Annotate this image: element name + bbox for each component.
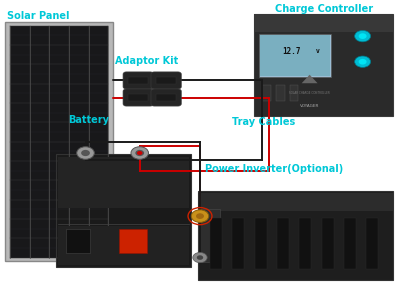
Text: Charge Controller: Charge Controller bbox=[274, 4, 373, 14]
Bar bbox=[56, 154, 191, 267]
Bar bbox=[254, 14, 393, 32]
Circle shape bbox=[193, 253, 207, 263]
Bar bbox=[128, 77, 148, 84]
Circle shape bbox=[191, 210, 209, 223]
FancyBboxPatch shape bbox=[151, 89, 181, 106]
Bar bbox=[255, 218, 266, 269]
Bar bbox=[198, 193, 393, 211]
Text: Tray Cables: Tray Cables bbox=[232, 117, 296, 127]
Circle shape bbox=[77, 147, 94, 159]
Bar bbox=[258, 34, 331, 77]
Circle shape bbox=[196, 213, 204, 219]
Text: Adaptor Kit: Adaptor Kit bbox=[114, 56, 178, 66]
Bar bbox=[136, 150, 144, 156]
Bar bbox=[232, 218, 244, 269]
Bar bbox=[366, 218, 378, 269]
Bar bbox=[58, 226, 189, 265]
Bar bbox=[10, 25, 108, 258]
Circle shape bbox=[197, 255, 203, 260]
Bar bbox=[299, 218, 311, 269]
Bar bbox=[66, 229, 90, 253]
Bar bbox=[210, 218, 222, 269]
Circle shape bbox=[135, 150, 144, 156]
Circle shape bbox=[131, 147, 148, 159]
Bar bbox=[254, 14, 393, 116]
Bar bbox=[198, 191, 393, 280]
Bar bbox=[6, 22, 113, 261]
Bar bbox=[344, 218, 356, 269]
Bar bbox=[262, 85, 270, 101]
Bar bbox=[128, 94, 148, 101]
Bar bbox=[82, 150, 90, 156]
Text: SOLAR CHARGE CONTROLLER: SOLAR CHARGE CONTROLLER bbox=[289, 92, 330, 96]
Polygon shape bbox=[302, 75, 318, 83]
Text: Power Inverter(Optional): Power Inverter(Optional) bbox=[205, 164, 343, 174]
Text: Battery: Battery bbox=[68, 115, 109, 124]
Bar bbox=[58, 157, 189, 208]
Text: Solar Panel: Solar Panel bbox=[7, 11, 69, 21]
FancyBboxPatch shape bbox=[151, 72, 181, 89]
Bar bbox=[156, 94, 176, 101]
Bar bbox=[156, 77, 176, 84]
Text: V: V bbox=[316, 49, 320, 54]
Text: 12.7: 12.7 bbox=[282, 47, 300, 56]
Bar bbox=[198, 209, 220, 262]
Circle shape bbox=[81, 150, 90, 156]
Bar bbox=[277, 218, 289, 269]
Bar bbox=[322, 218, 334, 269]
Circle shape bbox=[355, 30, 371, 42]
FancyBboxPatch shape bbox=[123, 72, 153, 89]
Bar bbox=[290, 85, 298, 101]
Circle shape bbox=[359, 33, 367, 39]
Circle shape bbox=[355, 56, 371, 67]
Bar bbox=[120, 229, 147, 253]
Circle shape bbox=[359, 59, 367, 65]
Circle shape bbox=[137, 151, 142, 155]
Bar bbox=[260, 35, 330, 76]
Text: VOYAGER: VOYAGER bbox=[300, 104, 319, 108]
FancyBboxPatch shape bbox=[123, 89, 153, 106]
Bar bbox=[276, 85, 284, 101]
